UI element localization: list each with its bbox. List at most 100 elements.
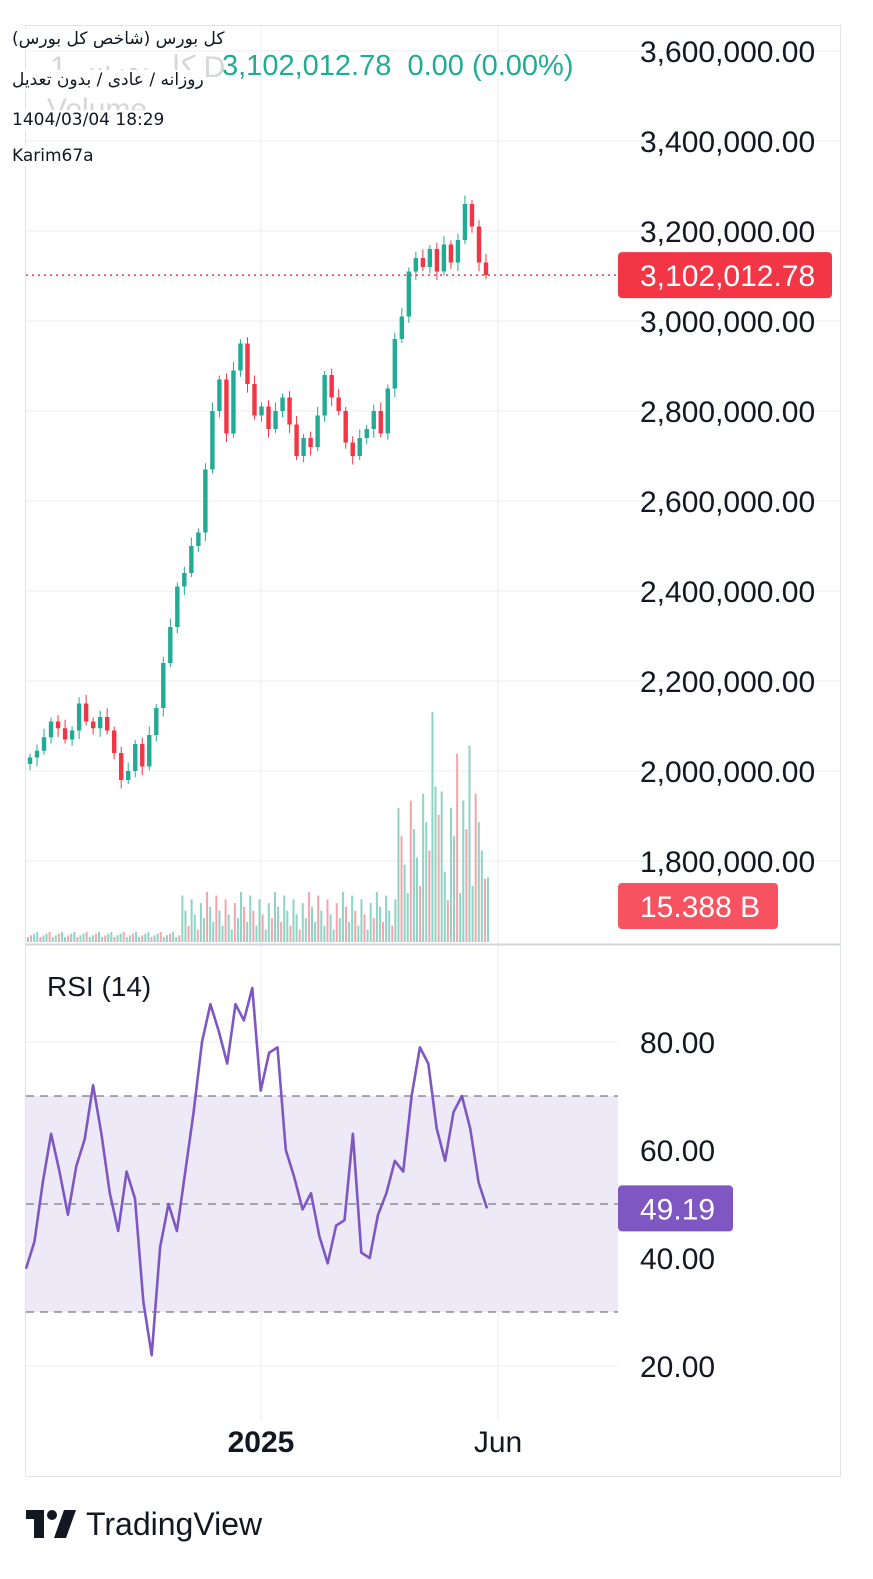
candle-body xyxy=(364,429,369,438)
volume-badge: 15.388 B xyxy=(618,883,778,929)
price-tick-label[interactable]: 2,000,000.00 xyxy=(640,756,815,789)
candle-body xyxy=(392,339,397,389)
rsi-value-badge: 49.19 xyxy=(618,1185,733,1232)
volume-bar xyxy=(462,800,465,942)
volume-bar xyxy=(82,933,85,942)
candle xyxy=(97,710,103,737)
candle xyxy=(252,375,257,420)
volume-bar xyxy=(323,925,326,942)
candle-body xyxy=(34,750,40,758)
price-tick-label[interactable]: 3,600,000.00 xyxy=(640,36,815,69)
candle xyxy=(413,251,419,281)
candle xyxy=(441,235,447,276)
candle xyxy=(343,406,348,449)
candle xyxy=(119,746,124,789)
volume-bar xyxy=(409,800,412,942)
candle xyxy=(266,400,271,438)
price-scale[interactable]: 3,600,000.00 3,400,000.00 3,200,000.00 3,00… xyxy=(640,36,815,879)
volume-bar xyxy=(360,899,363,942)
rsi-scale[interactable]: 80.00 60.00 40.00 20.00 xyxy=(640,1027,715,1384)
candle-body xyxy=(343,411,348,443)
price-tick-label[interactable]: 2,800,000.00 xyxy=(640,396,815,429)
candle-body xyxy=(315,415,320,447)
volume-bar xyxy=(227,914,230,942)
candle xyxy=(27,753,33,771)
volume-bar xyxy=(311,906,314,942)
candle-body xyxy=(280,397,285,411)
candle-body xyxy=(252,384,257,416)
candle-body xyxy=(455,240,461,263)
volume-bar xyxy=(48,931,51,942)
candle-body xyxy=(224,379,229,434)
candle xyxy=(350,436,355,465)
volume-bar xyxy=(443,871,446,942)
candle xyxy=(462,195,468,245)
candle xyxy=(455,233,461,272)
volume-bar xyxy=(412,829,415,942)
volume-bar xyxy=(378,906,381,942)
volume-bar xyxy=(175,936,178,942)
volume-bar xyxy=(468,745,471,942)
time-tick-label[interactable]: Jun xyxy=(474,1426,522,1459)
price-tick-label[interactable]: 3,000,000.00 xyxy=(640,306,815,339)
price-tick-label[interactable]: 3,200,000.00 xyxy=(640,216,815,249)
volume-bar xyxy=(141,935,144,942)
volume-bar xyxy=(348,921,351,942)
volume-bar xyxy=(369,903,372,942)
volume-bar xyxy=(243,906,246,942)
tradingview-brand[interactable]: TradingView xyxy=(26,1504,262,1544)
volume-bar xyxy=(335,903,338,942)
price-tick-label[interactable]: 2,600,000.00 xyxy=(640,486,815,519)
candle xyxy=(182,566,187,596)
volume-bar xyxy=(480,850,483,942)
volume-bar xyxy=(394,899,397,942)
volume-bar xyxy=(165,935,168,942)
candle xyxy=(210,402,215,474)
candle xyxy=(392,332,397,398)
candle-body xyxy=(441,244,447,272)
candle-body xyxy=(62,728,68,740)
volume-bar xyxy=(246,921,249,942)
volume-bar xyxy=(169,933,172,942)
price-tick-label[interactable]: 3,400,000.00 xyxy=(640,126,815,159)
volume-bar xyxy=(477,821,480,942)
volume-bar xyxy=(388,910,391,942)
price-tick-label[interactable]: 2,400,000.00 xyxy=(640,576,815,609)
rsi-line xyxy=(24,986,489,1357)
candle xyxy=(133,739,138,778)
volume-bar xyxy=(307,891,310,942)
volume-bar xyxy=(403,864,406,942)
last-price: 3,102,012.78 xyxy=(222,50,392,82)
price-tick-label[interactable]: 1,800,000.00 xyxy=(640,846,815,879)
volume-bar xyxy=(453,836,456,942)
rsi-title[interactable]: RSI (14) xyxy=(47,971,151,1002)
volume-bar xyxy=(233,903,236,942)
volume-badge-text: 15.388 B xyxy=(640,891,760,924)
candle xyxy=(434,242,440,281)
volume-bar xyxy=(57,933,60,942)
chart-timestamp: 1404/03/04 18:29 xyxy=(10,110,167,130)
candle xyxy=(111,726,117,760)
candle xyxy=(154,703,159,742)
time-tick-label[interactable]: 2025 xyxy=(228,1426,295,1459)
candle xyxy=(420,249,426,272)
candle-body xyxy=(462,204,468,240)
volume-bar xyxy=(135,931,138,942)
volume-bar xyxy=(209,906,212,942)
volume-bar xyxy=(110,931,113,942)
price-tick-label[interactable]: 2,200,000.00 xyxy=(640,666,815,699)
volume-bar xyxy=(459,893,462,942)
candle-body xyxy=(154,708,159,735)
volume-bar xyxy=(30,935,33,942)
candle xyxy=(245,337,250,393)
candle-body xyxy=(406,271,412,317)
volume-bar xyxy=(338,918,341,942)
volume-bar xyxy=(304,918,307,942)
author-name[interactable]: Karim67a xyxy=(10,146,96,166)
volume-bar xyxy=(344,906,347,942)
candle xyxy=(41,728,47,755)
symbol-title[interactable]: کل بورس (شاخص کل بورس) xyxy=(10,29,227,49)
time-scale[interactable]: 2025 Jun xyxy=(228,1426,523,1459)
volume-bar xyxy=(471,885,474,942)
volume-bar xyxy=(212,921,215,942)
